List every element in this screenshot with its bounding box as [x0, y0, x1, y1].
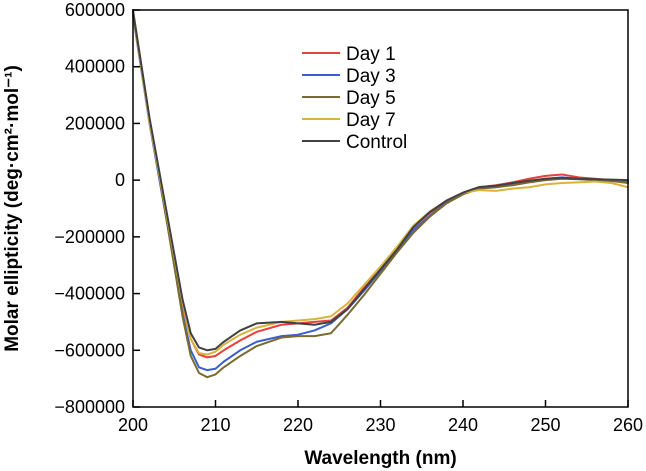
y-tick-label: 600000 [65, 0, 125, 20]
x-axis: 200 210 220 230 240 250 260 [118, 400, 643, 435]
legend-label: Day 5 [346, 88, 396, 109]
legend-label: Day 1 [346, 44, 396, 65]
y-tick-label: −400000 [54, 284, 125, 304]
series-line-day-7 [132, 13, 629, 356]
x-tick-label: 240 [448, 415, 478, 435]
legend-label: Day 3 [346, 66, 396, 87]
y-tick-label: −600000 [54, 340, 125, 360]
x-axis-title: Wavelength (nm) [304, 448, 456, 469]
series-line-control [132, 10, 629, 352]
x-tick-label: 230 [365, 415, 395, 435]
y-tick-label: 0 [115, 170, 125, 190]
legend-label: Day 7 [346, 110, 396, 131]
x-tick-label: 260 [613, 415, 643, 435]
y-axis: −800000 −600000 −400000 −200000 0 200000 40000… [54, 0, 140, 417]
series-layer [132, 9, 629, 379]
legend-label: Control [346, 132, 407, 153]
x-tick-label: 210 [200, 415, 230, 435]
series-line-day-5 [132, 9, 629, 379]
x-tick-label: 220 [283, 415, 313, 435]
x-tick-label: 200 [118, 415, 148, 435]
y-tick-label: −800000 [54, 397, 125, 417]
y-tick-label: 200000 [65, 113, 125, 133]
y-tick-label: −200000 [54, 227, 125, 247]
y-axis-title: Molar ellipticity (deg·cm²·mol⁻¹) [2, 65, 23, 352]
x-tick-label: 250 [530, 415, 560, 435]
y-tick-label: 400000 [65, 57, 125, 77]
